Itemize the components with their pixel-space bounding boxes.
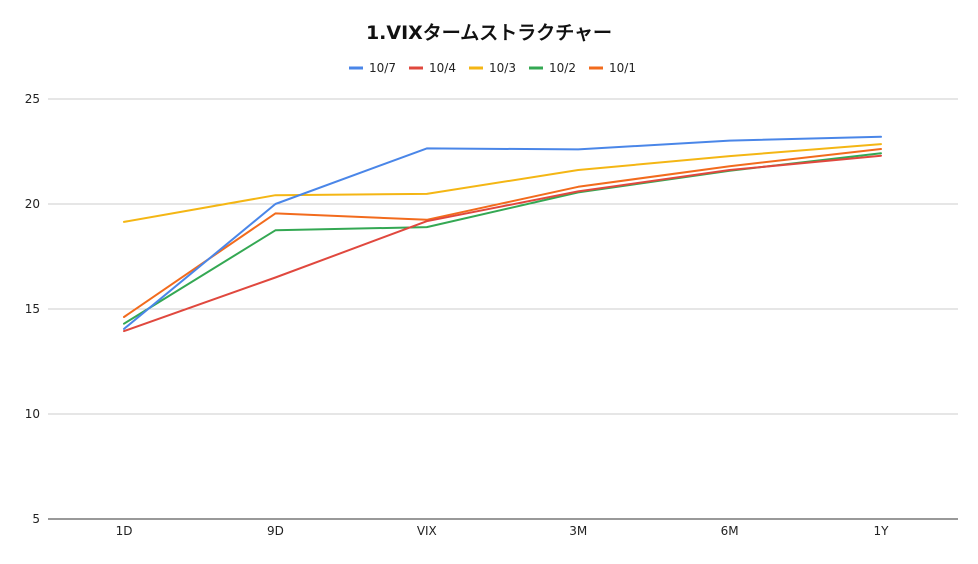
- y-axis-ticks: 5 10 15 20 25: [25, 92, 40, 526]
- series-line-10-7: [123, 135, 882, 330]
- series-lines: [123, 135, 882, 333]
- x-tick-label: 9D: [267, 524, 284, 538]
- x-tick-label: 3M: [569, 524, 587, 538]
- x-tick-label: 6M: [721, 524, 739, 538]
- legend-label: 10/7: [369, 61, 396, 75]
- y-tick-label: 15: [25, 302, 40, 316]
- series-line-10-1: [123, 148, 882, 318]
- y-tick-label: 5: [32, 512, 40, 526]
- x-axis-ticks: 1D 9D VIX 3M 6M 1Y: [116, 524, 890, 538]
- x-tick-label: 1Y: [874, 524, 890, 538]
- legend-label: 10/2: [549, 61, 576, 75]
- series-line-10-4: [123, 154, 882, 333]
- chart-title: 1.VIXタームストラクチャー: [366, 22, 612, 44]
- series-line-10-3: [123, 143, 882, 223]
- legend: 10/7 10/4 10/3 10/2 10/1: [349, 61, 636, 75]
- y-tick-label: 10: [25, 407, 40, 421]
- y-tick-label: 20: [25, 197, 40, 211]
- legend-label: 10/3: [489, 61, 516, 75]
- x-tick-label: VIX: [417, 524, 437, 538]
- legend-label: 10/1: [609, 61, 636, 75]
- legend-label: 10/4: [429, 61, 456, 75]
- y-tick-label: 25: [25, 92, 40, 106]
- x-tick-label: 1D: [116, 524, 133, 538]
